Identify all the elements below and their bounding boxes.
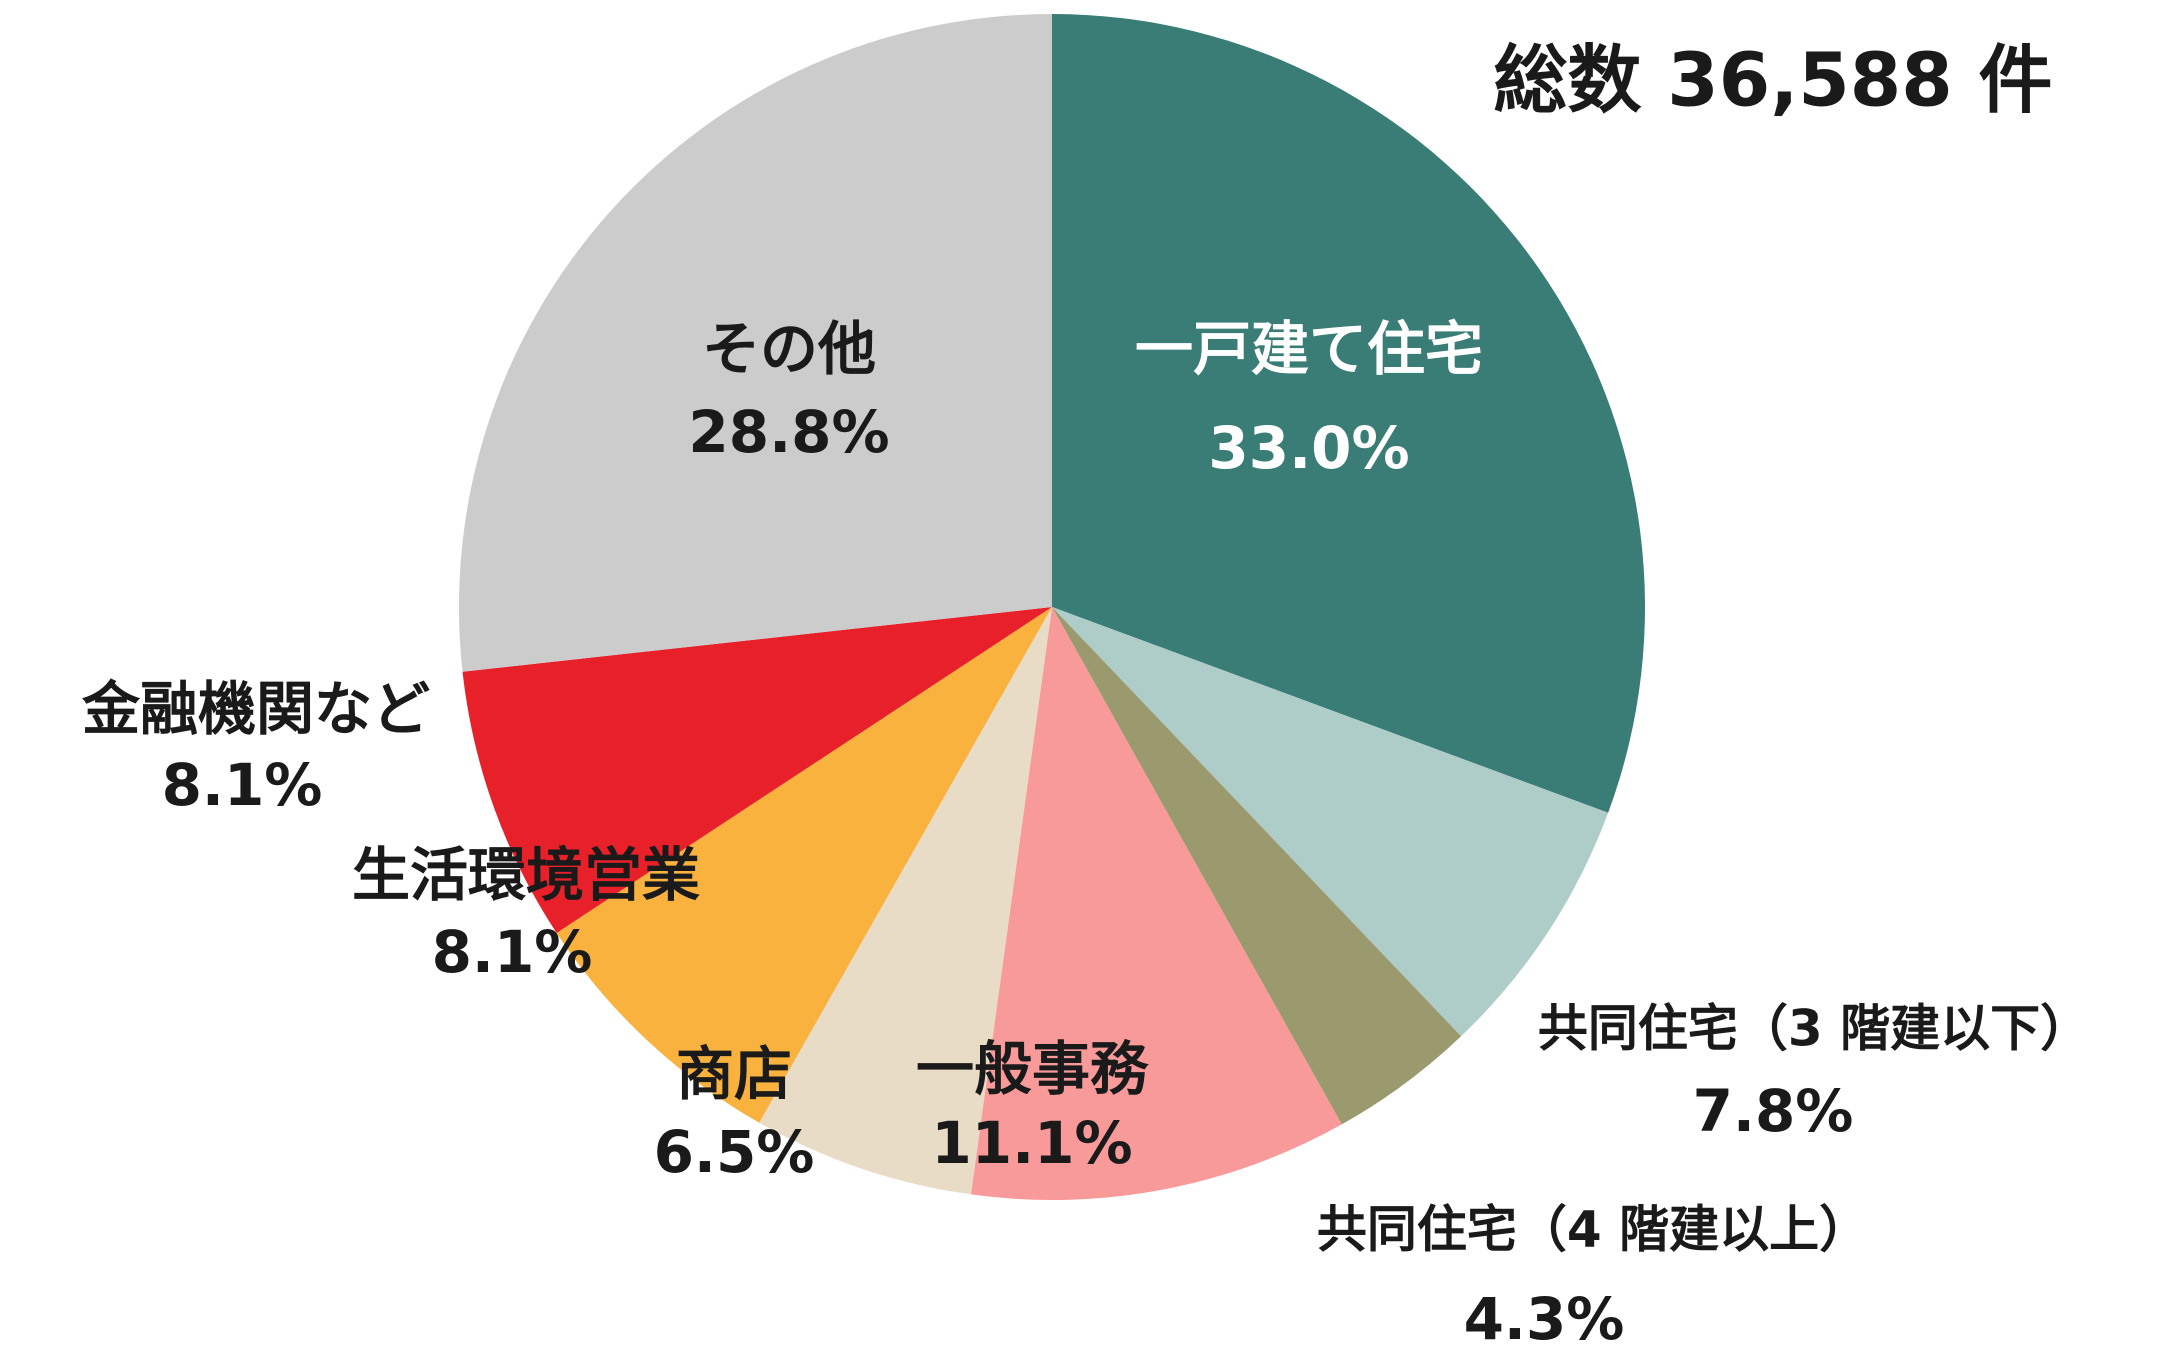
slice-label: その他 [702, 315, 876, 383]
pie-slice [759, 607, 1052, 1195]
value-label: 4.3% [1464, 1285, 1625, 1353]
pie-slice [462, 607, 1053, 933]
value-label: 28.8% [688, 398, 889, 466]
pie-slice [1052, 607, 1609, 1037]
value-label: 11.1% [931, 1109, 1132, 1177]
pie-slice [970, 607, 1342, 1200]
value-label: 8.1% [432, 918, 593, 986]
value-label: 6.5% [654, 1118, 815, 1186]
pie-slice [1052, 14, 1645, 813]
chart-title: 総数 36,588 件 [1493, 38, 2052, 124]
value-label: 7.8% [1693, 1077, 1854, 1145]
value-label: 8.1% [162, 751, 323, 819]
slice-label: 生活環境営業 [352, 841, 700, 909]
slice-label: 共同住宅（4 階建以上） [1317, 1201, 1869, 1259]
slice-label: 共同住宅（3 階建以下） [1538, 1000, 2090, 1058]
slice-label: 金融機関など [82, 675, 430, 743]
pie-slice [458, 14, 1052, 672]
value-label: 33.0% [1208, 414, 1409, 482]
slice-label: 商店 [676, 1040, 792, 1108]
slice-label: 一戸建て住宅 [1135, 315, 1483, 383]
slice-label: 一般事務 [916, 1035, 1149, 1103]
pie-slice [556, 607, 1052, 1123]
pie-slice [1052, 607, 1462, 1125]
